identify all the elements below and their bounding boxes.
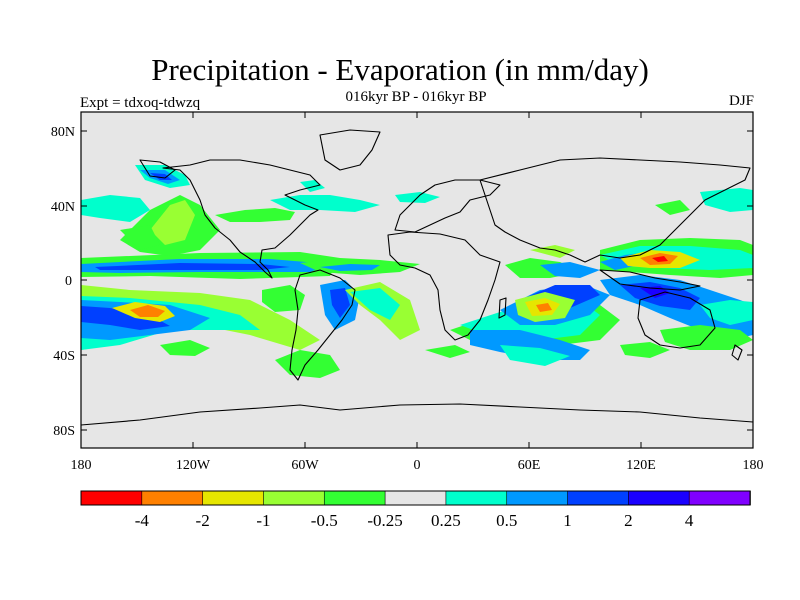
contour-deep-blue <box>150 173 172 180</box>
colorbar-label: -1 <box>256 511 270 530</box>
coastlines <box>81 129 753 426</box>
contour-yellow-green <box>150 200 195 245</box>
lat-tick-label: 80S <box>53 424 75 439</box>
lat-axis <box>81 130 753 431</box>
colorbar-box <box>80 490 751 506</box>
contour-blue <box>540 262 600 278</box>
colorbar-label: 1 <box>563 511 572 530</box>
colorbar-swatch <box>202 490 265 506</box>
lon-tick-label: 60E <box>518 458 541 473</box>
madagascar-coast <box>498 297 507 319</box>
colorbar-swatch <box>141 490 204 506</box>
lon-tick-label: 180 <box>743 458 764 473</box>
contour-teal <box>700 188 753 212</box>
lat-tick-label: 80N <box>51 125 75 140</box>
greenland-coast <box>319 129 381 171</box>
antarctica-coast <box>81 403 753 426</box>
contour-deep-blue <box>95 263 290 270</box>
lat-tick-label: 40N <box>51 200 75 215</box>
contour-green <box>620 342 670 358</box>
asia-coast <box>479 157 751 263</box>
lon-tick-label: 180 <box>71 458 92 473</box>
lon-tick-label: 120E <box>626 458 656 473</box>
alaska-coast <box>139 159 176 179</box>
lon-tick-label: 0 <box>414 458 421 473</box>
indonesia-coast <box>599 269 701 291</box>
contour-blue <box>320 264 380 271</box>
colorbar-label: 0.5 <box>496 511 517 530</box>
contour-blue <box>470 330 590 360</box>
lon-tick-label: 60W <box>291 458 319 473</box>
contour-deep-blue <box>81 306 170 330</box>
australia-coast <box>637 291 716 349</box>
colorbar-swatch <box>323 490 386 506</box>
colorbar-swatch <box>384 490 447 506</box>
colorbar-swatch <box>506 490 569 506</box>
contour-green <box>425 345 470 358</box>
plot-subtitle: 016kyr BP - 016kyr BP <box>345 89 487 105</box>
contour-teal <box>270 195 380 212</box>
europe-coast <box>394 179 501 233</box>
experiment-label: Expt = tdxoq-tdwzq <box>80 95 201 111</box>
contour-green <box>215 208 295 222</box>
south-america-coast <box>289 269 356 381</box>
lat-tick-label: 40S <box>53 349 75 364</box>
lon-axis <box>192 112 642 448</box>
north-america-coast <box>162 159 321 279</box>
colorbar-label: 0.25 <box>431 511 461 530</box>
contour-deep-blue <box>330 288 350 318</box>
contour-red <box>652 256 668 262</box>
contour-teal <box>81 195 150 222</box>
colorbar-label: 4 <box>685 511 694 530</box>
new-zealand-coast <box>731 344 743 361</box>
africa-coast <box>387 231 501 341</box>
colorbar-swatch <box>688 490 751 506</box>
colorbar-swatch <box>445 490 508 506</box>
colorbar-label: 2 <box>624 511 633 530</box>
season-label: DJF <box>728 93 754 109</box>
colorbar-swatch <box>263 490 326 506</box>
colorbar-label: -2 <box>196 511 210 530</box>
colorbar-swatch <box>567 490 630 506</box>
contour-teal <box>500 345 570 366</box>
plot-title: Precipitation - Evaporation (in mm/day) <box>151 52 649 87</box>
colorbar-swatch <box>80 490 143 506</box>
colorbar-swatch <box>628 490 690 506</box>
contour-orange <box>536 303 552 312</box>
contour-teal <box>700 300 753 325</box>
contour-green <box>262 285 305 312</box>
lat-tick-label: 0 <box>65 274 72 289</box>
lon-tick-label: 120W <box>176 458 211 473</box>
colorbar-label: -4 <box>135 511 150 530</box>
colorbar-label: -0.5 <box>311 511 338 530</box>
colorbar-label: -0.25 <box>367 511 402 530</box>
contour-green <box>655 200 690 215</box>
contour-green <box>160 340 210 356</box>
colorbar: -4 -2 -1 -0.5 -0.25 0.25 0.5 1 2 4 <box>80 490 751 530</box>
contour-orange <box>130 305 165 317</box>
contour-green <box>120 225 160 250</box>
contour-teal <box>350 288 400 320</box>
